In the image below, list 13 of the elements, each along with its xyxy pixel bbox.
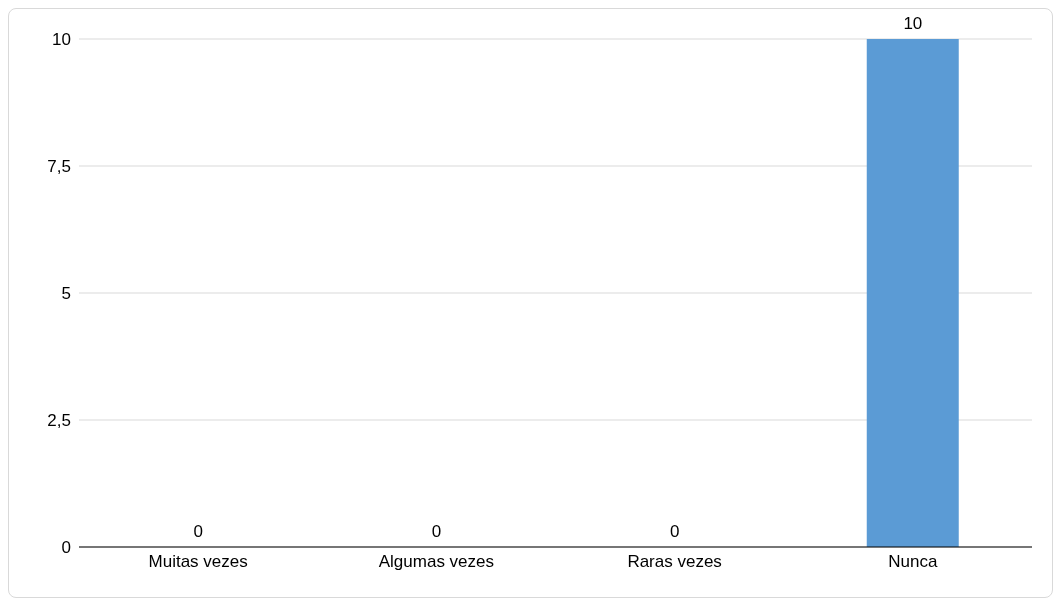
data-label: 0: [669, 522, 680, 541]
data-label: 10: [903, 14, 923, 33]
x-tick-label: Algumas vezes: [378, 552, 495, 572]
y-tick-label: 0: [61, 538, 71, 558]
y-tick-label: 2,5: [47, 411, 71, 431]
y-tick-label: 7,5: [47, 157, 71, 177]
data-label: 0: [431, 522, 442, 541]
data-label: 0: [193, 522, 203, 541]
x-tick-label: Muitas vezes: [148, 552, 248, 572]
x-tick-label: Nunca: [888, 552, 938, 572]
y-tick-label: 10: [52, 30, 71, 50]
y-tick-label: 5: [61, 284, 71, 304]
x-tick-label: Raras vezes: [627, 552, 722, 572]
